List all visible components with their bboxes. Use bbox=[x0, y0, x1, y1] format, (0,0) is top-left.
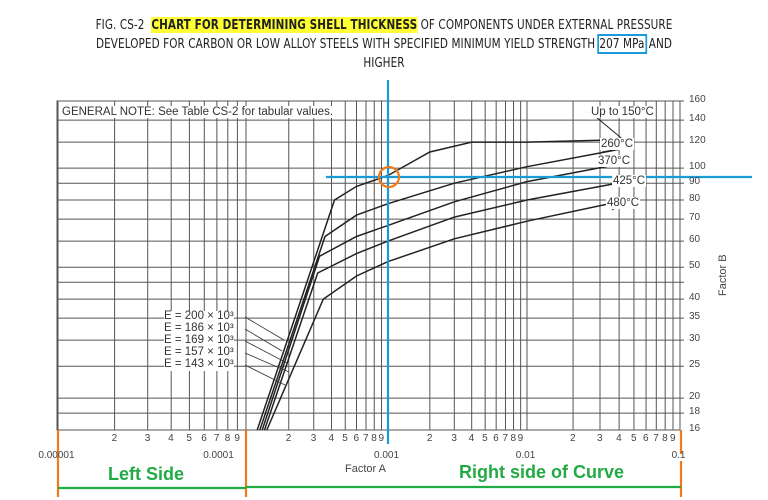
x-tick-label: 6 bbox=[493, 433, 499, 444]
title-line2: DEVELOPED FOR CARBON OR LOW ALLOY STEELS… bbox=[95, 36, 596, 52]
y-tick-label: 35 bbox=[689, 311, 701, 323]
curve-label: 370°C bbox=[597, 155, 632, 167]
x-decade-label: 0.01 bbox=[515, 450, 536, 461]
x-tick-label: 2 bbox=[285, 433, 292, 444]
title-line3: HIGHER bbox=[363, 55, 405, 71]
x-tick-label: 9 bbox=[517, 433, 524, 444]
e-label-leader bbox=[244, 328, 283, 352]
e-label-leader bbox=[244, 340, 288, 364]
e-label-leader bbox=[244, 352, 290, 373]
title-line1-rest: OF COMPONENTS UNDER EXTERNAL PRESSURE bbox=[420, 17, 673, 33]
x-tick-label: 7 bbox=[653, 433, 659, 444]
x-tick-label: 5 bbox=[186, 433, 192, 444]
x-tick-label: 6 bbox=[353, 433, 360, 444]
x-decade-label: 0.00001 bbox=[38, 450, 75, 461]
elastic-modulus-label: E = 200 × 10³ bbox=[164, 310, 234, 323]
title-line2-post: AND bbox=[648, 36, 673, 52]
y-tick-label: 18 bbox=[689, 406, 701, 418]
x-tick-label: 4 bbox=[468, 433, 475, 444]
x-decade-label: 0.1 bbox=[671, 450, 686, 461]
y-tick-label: 50 bbox=[689, 260, 701, 272]
x-tick-label: 2 bbox=[426, 433, 433, 444]
curve-label: 480°C bbox=[606, 197, 641, 209]
x-tick-label: 3 bbox=[451, 433, 457, 444]
x-tick-label: 5 bbox=[630, 433, 637, 444]
e-label-leader bbox=[244, 316, 285, 341]
x-tick-label: 8 bbox=[224, 433, 231, 444]
y-tick-label: 80 bbox=[689, 193, 701, 205]
x-tick-label: 6 bbox=[643, 433, 649, 444]
right-side-label: Right side of Curve bbox=[459, 462, 625, 482]
y-tick-label: 70 bbox=[689, 212, 701, 224]
y-tick-label: 40 bbox=[689, 292, 701, 304]
x-tick-label: 7 bbox=[502, 433, 509, 444]
x-tick-label: 5 bbox=[482, 433, 488, 444]
plot-frame bbox=[56, 100, 681, 431]
yield-strength-box: 207 MPa bbox=[596, 34, 648, 54]
y-tick-label: 90 bbox=[689, 176, 701, 188]
x-tick-label: 4 bbox=[328, 433, 335, 444]
elastic-modulus-label: E = 157 × 10³ bbox=[164, 346, 234, 359]
x-tick-label: 2 bbox=[570, 433, 576, 444]
y-tick-label: 20 bbox=[689, 391, 701, 403]
curve-425-c bbox=[263, 179, 635, 431]
x-tick-label: 9 bbox=[234, 433, 240, 444]
curve-label: 425°C bbox=[612, 175, 647, 187]
curve-label: 260°C bbox=[600, 138, 635, 150]
x-axis-title: Factor A bbox=[345, 463, 386, 475]
y-tick-label: 120 bbox=[689, 135, 706, 147]
x-tick-label: 7 bbox=[363, 433, 369, 444]
left-side-label: Left Side bbox=[108, 464, 185, 484]
curve-up-to-150-c bbox=[256, 138, 620, 431]
x-tick-label: 2 bbox=[111, 433, 118, 444]
x-tick-label: 8 bbox=[371, 433, 377, 444]
y-tick-label: 100 bbox=[689, 161, 706, 173]
chart-title: FIG. CS-2 CHART FOR DETERMINING SHELL TH… bbox=[54, 16, 714, 73]
x-tick-label: 9 bbox=[378, 433, 385, 444]
elastic-modulus-label: E = 143 × 10³ bbox=[164, 358, 234, 371]
x-tick-label: 7 bbox=[213, 433, 220, 444]
y-tick-label: 160 bbox=[689, 94, 706, 105]
curve-label: Up to 150°C bbox=[590, 106, 655, 118]
fig-label: FIG. CS-2 bbox=[95, 17, 145, 33]
x-tick-label: 6 bbox=[201, 433, 207, 444]
x-decade-label: 0.001 bbox=[374, 450, 400, 461]
y-axis-title: Factor B bbox=[717, 254, 729, 296]
y-tick-label: 16 bbox=[689, 423, 701, 434]
title-highlight: CHART FOR DETERMINING SHELL THICKNESS bbox=[151, 17, 418, 33]
x-decade-label: 0.0001 bbox=[203, 450, 234, 461]
x-tick-label: 4 bbox=[616, 433, 622, 444]
y-tick-label: 30 bbox=[689, 333, 701, 345]
y-tick-label: 140 bbox=[689, 113, 706, 125]
x-tick-label: 3 bbox=[596, 433, 603, 444]
elastic-modulus-label: E = 169 × 10³ bbox=[164, 334, 234, 347]
x-tick-label: 9 bbox=[669, 433, 676, 444]
x-tick-label: 4 bbox=[168, 433, 174, 444]
x-tick-label: 3 bbox=[144, 433, 151, 444]
e-label-leader bbox=[244, 364, 286, 386]
x-tick-label: 5 bbox=[342, 433, 348, 444]
x-tick-label: 8 bbox=[510, 433, 517, 444]
curve-370-c bbox=[261, 161, 628, 431]
y-tick-label: 60 bbox=[689, 234, 701, 246]
x-tick-label: 8 bbox=[662, 433, 668, 444]
general-note: GENERAL NOTE: See Table CS-2 for tabular… bbox=[62, 106, 337, 118]
x-tick-label: 3 bbox=[310, 433, 317, 444]
elastic-modulus-label: E = 186 × 10³ bbox=[164, 322, 234, 335]
intersection-circle bbox=[377, 165, 401, 189]
y-tick-label: 25 bbox=[689, 359, 701, 371]
